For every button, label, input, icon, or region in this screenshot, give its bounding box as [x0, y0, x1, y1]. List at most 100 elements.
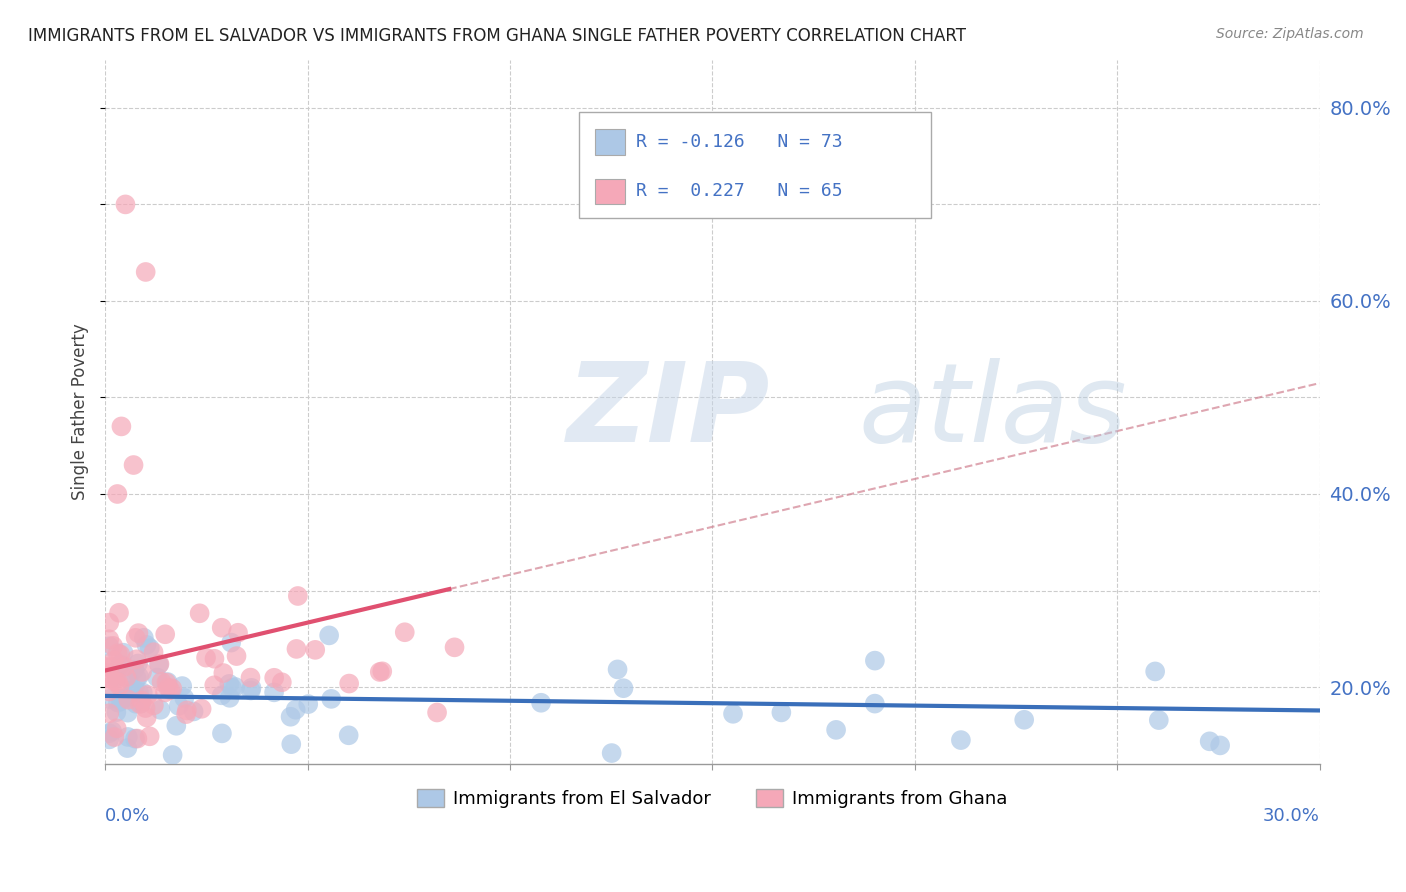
- Point: [128, 685, 150, 699]
- Point: [136, 688, 159, 702]
- Point: [110, 648, 132, 662]
- Point: [150, 674, 173, 689]
- Point: [162, 681, 184, 696]
- Point: [110, 419, 132, 434]
- Point: [98, 666, 121, 681]
- Text: R = -0.126   N = 73: R = -0.126 N = 73: [636, 133, 842, 151]
- Point: [240, 681, 263, 695]
- Point: [219, 635, 242, 649]
- Point: [202, 678, 225, 692]
- Y-axis label: Single Father Poverty: Single Father Poverty: [72, 324, 89, 500]
- Point: [304, 643, 326, 657]
- Point: [105, 487, 128, 501]
- Point: [114, 197, 136, 211]
- Point: [98, 660, 121, 674]
- Point: [225, 649, 247, 664]
- Point: [153, 685, 176, 699]
- Point: [98, 692, 121, 706]
- Text: R =  0.227   N = 65: R = 0.227 N = 65: [636, 182, 842, 201]
- Point: [285, 641, 308, 656]
- Point: [103, 654, 125, 668]
- Point: [142, 645, 165, 659]
- Point: [612, 681, 634, 696]
- Point: [284, 703, 307, 717]
- Point: [138, 729, 160, 743]
- Text: IMMIGRANTS FROM EL SALVADOR VS IMMIGRANTS FROM GHANA SINGLE FATHER POVERTY CORRE: IMMIGRANTS FROM EL SALVADOR VS IMMIGRANT…: [28, 27, 966, 45]
- FancyBboxPatch shape: [579, 112, 931, 219]
- Point: [129, 697, 152, 711]
- Point: [368, 665, 391, 679]
- Point: [125, 671, 148, 685]
- Point: [127, 731, 149, 746]
- Point: [132, 685, 155, 699]
- Point: [124, 682, 146, 697]
- Point: [148, 657, 170, 671]
- Point: [287, 589, 309, 603]
- Point: [188, 607, 211, 621]
- Point: [863, 697, 886, 711]
- Point: [721, 706, 744, 721]
- Point: [112, 646, 135, 660]
- Point: [218, 690, 240, 705]
- Point: [280, 737, 302, 751]
- Point: [949, 733, 972, 747]
- Point: [394, 625, 416, 640]
- Point: [204, 652, 226, 666]
- Point: [122, 458, 145, 472]
- Point: [124, 631, 146, 645]
- Point: [1209, 739, 1232, 753]
- Point: [98, 684, 121, 698]
- Point: [122, 684, 145, 698]
- Point: [131, 693, 153, 707]
- Bar: [595, 129, 624, 154]
- Point: [167, 698, 190, 713]
- Point: [110, 694, 132, 708]
- Point: [239, 671, 262, 685]
- Point: [426, 706, 449, 720]
- Point: [98, 615, 121, 630]
- Text: 30.0%: 30.0%: [1263, 806, 1319, 824]
- Point: [135, 701, 157, 715]
- Point: [221, 681, 243, 695]
- Point: [146, 671, 169, 685]
- Point: [117, 706, 139, 720]
- Point: [149, 703, 172, 717]
- Point: [321, 691, 343, 706]
- Point: [105, 721, 128, 735]
- Point: [117, 692, 139, 706]
- Point: [111, 691, 134, 706]
- Point: [148, 657, 170, 672]
- Point: [156, 675, 179, 690]
- Point: [135, 638, 157, 652]
- Point: [530, 696, 553, 710]
- Point: [162, 747, 184, 762]
- Point: [1198, 734, 1220, 748]
- Point: [212, 666, 235, 681]
- Point: [103, 730, 125, 744]
- Point: [107, 646, 129, 660]
- Point: [124, 731, 146, 746]
- Point: [127, 626, 149, 640]
- Point: [108, 679, 131, 693]
- Point: [195, 650, 218, 665]
- Point: [135, 710, 157, 724]
- Point: [155, 627, 177, 641]
- Point: [124, 663, 146, 677]
- Point: [318, 628, 340, 642]
- Point: [371, 665, 394, 679]
- Point: [98, 659, 121, 673]
- Point: [142, 698, 165, 713]
- Point: [128, 697, 150, 711]
- Point: [127, 657, 149, 671]
- Point: [600, 746, 623, 760]
- Point: [172, 679, 194, 693]
- Point: [98, 706, 121, 721]
- Point: [105, 705, 128, 719]
- Point: [263, 685, 285, 699]
- Point: [101, 724, 124, 739]
- Point: [125, 697, 148, 711]
- Point: [117, 730, 139, 744]
- Point: [104, 674, 127, 689]
- Point: [270, 675, 292, 690]
- Point: [117, 741, 139, 756]
